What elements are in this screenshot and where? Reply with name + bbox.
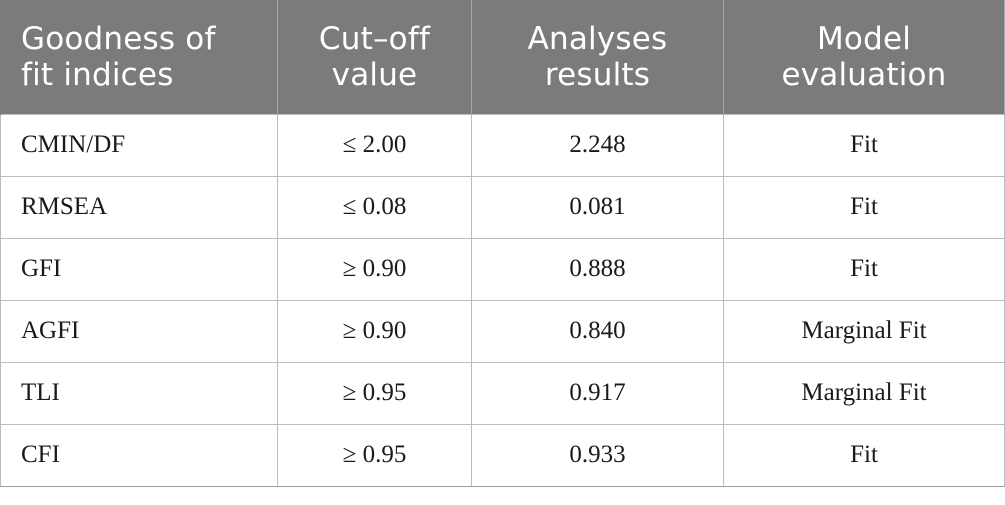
evaluation-cell: Fit bbox=[723, 423, 1005, 487]
evaluation-cell: Fit bbox=[723, 175, 1005, 239]
header-analyses-results: Analyses results bbox=[471, 0, 724, 114]
result-cell: 0.888 bbox=[471, 237, 724, 301]
result-cell: 0.081 bbox=[471, 175, 724, 239]
result-cell: 2.248 bbox=[471, 113, 724, 177]
cut-off-cell: ≤ 0.08 bbox=[277, 175, 472, 239]
evaluation-cell: Marginal Fit bbox=[723, 361, 1005, 425]
result-cell: 0.933 bbox=[471, 423, 724, 487]
cut-off-cell: ≥ 0.90 bbox=[277, 299, 472, 363]
cut-off-cell: ≤ 2.00 bbox=[277, 113, 472, 177]
table-row: CFI ≥ 0.95 0.933 Fit bbox=[0, 423, 1005, 487]
index-name-cell: AGFI bbox=[0, 299, 278, 363]
result-cell: 0.917 bbox=[471, 361, 724, 425]
index-name-cell: CMIN/DF bbox=[0, 113, 278, 177]
index-name-cell: CFI bbox=[0, 423, 278, 487]
cut-off-cell: ≥ 0.95 bbox=[277, 361, 472, 425]
evaluation-cell: Fit bbox=[723, 237, 1005, 301]
fit-indices-table-container: Goodness of fit indices Cut–off value An… bbox=[0, 0, 1005, 487]
table-row: RMSEA ≤ 0.08 0.081 Fit bbox=[0, 175, 1005, 239]
header-cut-off-value: Cut–off value bbox=[277, 0, 472, 114]
header-label: Goodness of fit indices bbox=[21, 20, 216, 93]
header-model-evaluation: Model evaluation bbox=[723, 0, 1005, 114]
index-name-cell: GFI bbox=[0, 237, 278, 301]
index-name-cell: TLI bbox=[0, 361, 278, 425]
header-label: Cut–off value bbox=[318, 20, 431, 93]
table-row: TLI ≥ 0.95 0.917 Marginal Fit bbox=[0, 361, 1005, 425]
fit-indices-table: Goodness of fit indices Cut–off value An… bbox=[0, 0, 1005, 487]
header-label: Model evaluation bbox=[781, 20, 947, 93]
cut-off-cell: ≥ 0.95 bbox=[277, 423, 472, 487]
result-cell: 0.840 bbox=[471, 299, 724, 363]
evaluation-cell: Marginal Fit bbox=[723, 299, 1005, 363]
header-goodness-of-fit-indices: Goodness of fit indices bbox=[0, 0, 278, 114]
table-row: AGFI ≥ 0.90 0.840 Marginal Fit bbox=[0, 299, 1005, 363]
index-name-cell: RMSEA bbox=[0, 175, 278, 239]
table-body: CMIN/DF ≤ 2.00 2.248 Fit RMSEA ≤ 0.08 0.… bbox=[0, 113, 1005, 487]
evaluation-cell: Fit bbox=[723, 113, 1005, 177]
table-header: Goodness of fit indices Cut–off value An… bbox=[0, 0, 1005, 114]
header-label: Analyses results bbox=[527, 20, 668, 93]
table-row: GFI ≥ 0.90 0.888 Fit bbox=[0, 237, 1005, 301]
cut-off-cell: ≥ 0.90 bbox=[277, 237, 472, 301]
table-row: CMIN/DF ≤ 2.00 2.248 Fit bbox=[0, 113, 1005, 177]
header-row: Goodness of fit indices Cut–off value An… bbox=[0, 0, 1005, 114]
